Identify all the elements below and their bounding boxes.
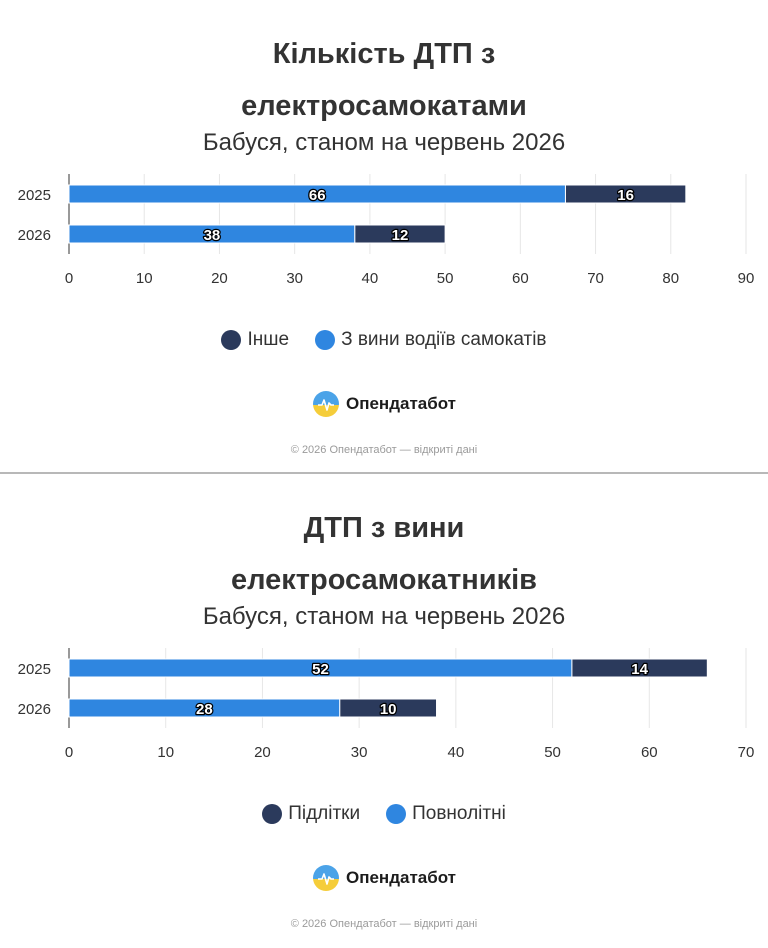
- legend-item[interactable]: Інше: [221, 329, 289, 351]
- x-tick-label: 30: [286, 270, 303, 287]
- footer-copyright: © 2026 Опендатабот — відкриті дані: [290, 918, 478, 930]
- x-tick-label: 60: [641, 744, 658, 761]
- x-tick-label: 70: [738, 744, 755, 761]
- x-tick-label: 10: [157, 744, 174, 761]
- legend-label: Повнолітні: [412, 803, 506, 824]
- x-tick-label: 60: [512, 270, 529, 287]
- legend-swatch: [386, 804, 407, 824]
- chart-subtitle: Бабуся, станом на червень 2026: [202, 129, 566, 156]
- brand-name: Опендатабот: [345, 868, 457, 887]
- data-label: 10: [380, 701, 397, 718]
- chart-title-line1: ДТП з вини: [303, 512, 465, 544]
- bar: [564, 184, 687, 204]
- data-label: 12: [392, 227, 409, 244]
- category-label: 2025: [18, 661, 51, 678]
- chart-legend: Інше З вини водіїв самокатів: [0, 329, 768, 351]
- chart-panel-culprits: ДТП з вини електросамокатників Бабуся, с…: [0, 474, 768, 948]
- x-tick-label: 40: [448, 744, 465, 761]
- x-tick-label: 0: [65, 744, 73, 761]
- legend-item[interactable]: Повнолітні: [386, 803, 506, 825]
- bar-chart: 2025 52 14 2026 28 10 0 10 20 30 40 50 60 70: [18, 648, 755, 761]
- x-tick-label: 50: [544, 744, 561, 761]
- chart-legend: Підлітки Повнолітні: [0, 803, 768, 825]
- chart-title-line1: Кількість ДТП з: [272, 38, 496, 70]
- category-label: 2026: [18, 227, 51, 244]
- x-tick-label: 90: [738, 270, 755, 287]
- x-tick-label: 40: [362, 270, 379, 287]
- bar: [354, 224, 446, 244]
- opendatabot-logo-icon: [312, 391, 339, 417]
- panel-divider: [0, 472, 768, 474]
- opendatabot-logo-icon: [312, 865, 339, 891]
- x-tick-label: 20: [254, 744, 271, 761]
- legend-swatch: [221, 330, 242, 350]
- legend-swatch: [315, 330, 336, 350]
- data-label: 66: [309, 187, 326, 204]
- legend-label: Інше: [247, 329, 290, 350]
- data-label: 38: [204, 227, 221, 244]
- legend-swatch: [262, 804, 283, 824]
- bar-chart: 2025 66 16 2026 38 12 0 10 20 30 40 50 60 70 80 90: [18, 174, 755, 287]
- brand-name: Опендатабот: [345, 394, 457, 413]
- legend-label: Підлітки: [288, 803, 361, 824]
- footer-copyright: © 2026 Опендатабот — відкриті дані: [290, 444, 478, 456]
- brand: Опендатабот: [0, 864, 768, 892]
- category-label: 2026: [18, 701, 51, 718]
- x-tick-label: 80: [662, 270, 679, 287]
- chart-title-line2: електросамокатників: [230, 564, 538, 596]
- data-label: 16: [617, 187, 634, 204]
- x-tick-label: 30: [351, 744, 368, 761]
- x-tick-label: 10: [136, 270, 153, 287]
- data-label: 28: [196, 701, 213, 718]
- x-tick-label: 50: [437, 270, 454, 287]
- data-label: 52: [312, 661, 329, 678]
- x-tick-label: 0: [65, 270, 73, 287]
- x-tick-label: 20: [211, 270, 228, 287]
- brand: Опендатабот: [0, 390, 768, 418]
- legend-item[interactable]: З вини водіїв самокатів: [315, 329, 547, 351]
- chart-panel-accidents: Кількість ДТП з електросамокатами Бабуся…: [0, 0, 768, 472]
- chart-subtitle: Бабуся, станом на червень 2026: [202, 603, 566, 630]
- legend-label: З вини водіїв самокатів: [341, 329, 547, 350]
- category-label: 2025: [18, 187, 51, 204]
- bar: [339, 698, 438, 718]
- x-tick-label: 70: [587, 270, 604, 287]
- chart-title-line2: електросамокатами: [241, 90, 527, 122]
- legend-item[interactable]: Підлітки: [262, 803, 360, 825]
- data-label: 14: [631, 661, 648, 678]
- bar: [571, 658, 708, 678]
